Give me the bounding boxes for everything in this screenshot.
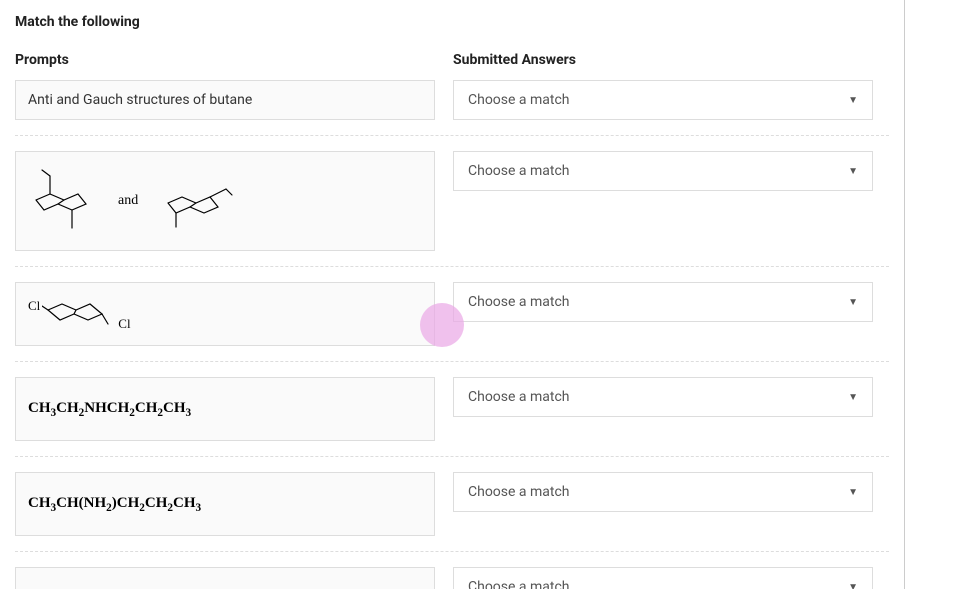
chair-diagram-icon [156, 171, 236, 231]
prompt-text: Anti and Gauch structures of butane [28, 92, 252, 108]
select-placeholder: Choose a match [468, 484, 570, 500]
prompt-formula: CH3CH2NHCH2CH2CH3 [28, 400, 191, 419]
diagram-cl: Cl Cl [28, 296, 131, 332]
chevron-down-icon: ▼ [848, 95, 858, 106]
prompt-box: Cl Cl [15, 282, 435, 346]
match-row: Anti and Gauch structures of butane Choo… [15, 80, 889, 136]
answers-header: Submitted Answers [453, 52, 873, 68]
answer-select[interactable]: Choose a match ▼ [453, 80, 873, 120]
prompt-box: CH3CH2NHCH2CH2CH3 [15, 377, 435, 441]
cl-label-left: Cl [28, 298, 40, 314]
select-placeholder: Choose a match [468, 294, 570, 310]
select-placeholder: Choose a match [468, 92, 570, 108]
answer-select[interactable]: Choose a match ▼ [453, 567, 873, 589]
answer-select[interactable]: Choose a match ▼ [453, 282, 873, 322]
prompt-formula: CH3CH(NH2)CH2CH2CH3 [28, 495, 201, 514]
chevron-down-icon: ▼ [848, 392, 858, 403]
select-placeholder: Choose a match [468, 389, 570, 405]
answer-select[interactable]: Choose a match ▼ [453, 472, 873, 512]
chevron-down-icon: ▼ [848, 487, 858, 498]
match-question-panel: Match the following Prompts Submitted An… [0, 0, 905, 589]
chair-diagram-icon [28, 166, 100, 236]
prompt-box: and [15, 151, 435, 251]
prompt-box: CH3CH(OH)CH2CH2CH3 [15, 567, 435, 589]
columns-header: Prompts Submitted Answers [15, 52, 889, 68]
chair-diagram-icon [42, 296, 116, 332]
chevron-down-icon: ▼ [848, 166, 858, 177]
match-row: Cl Cl Choose a match [15, 282, 889, 362]
select-placeholder: Choose a match [468, 579, 570, 589]
prompt-box: CH3CH(NH2)CH2CH2CH3 [15, 472, 435, 536]
instruction-text: Match the following [15, 14, 889, 30]
diagram-pair: and [28, 162, 236, 240]
chevron-down-icon: ▼ [848, 582, 858, 589]
prompt-box: Anti and Gauch structures of butane [15, 80, 435, 120]
match-rows: Anti and Gauch structures of butane Choo… [15, 80, 889, 589]
and-label: and [118, 193, 138, 209]
match-row: CH3CH2NHCH2CH2CH3 Choose a match ▼ [15, 377, 889, 457]
prompts-header: Prompts [15, 52, 435, 68]
match-row: CH3CH(NH2)CH2CH2CH3 Choose a match ▼ [15, 472, 889, 552]
answer-select[interactable]: Choose a match ▼ [453, 377, 873, 417]
chevron-down-icon: ▼ [848, 297, 858, 308]
cl-label-right: Cl [118, 316, 130, 332]
answer-select[interactable]: Choose a match ▼ [453, 151, 873, 191]
match-row: and C [15, 151, 889, 267]
select-placeholder: Choose a match [468, 163, 570, 179]
match-row: CH3CH(OH)CH2CH2CH3 Choose a match ▼ [15, 567, 889, 589]
